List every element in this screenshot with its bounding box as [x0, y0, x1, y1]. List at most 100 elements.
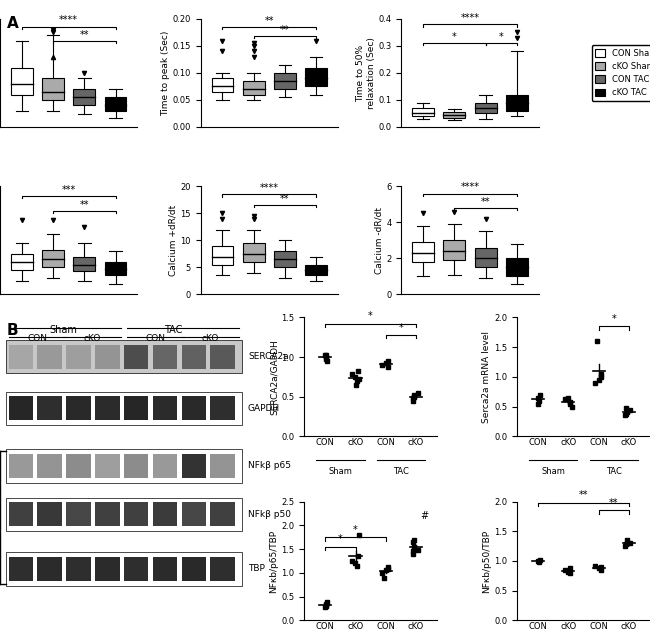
Bar: [95, 396, 120, 420]
Bar: [8, 557, 33, 581]
Bar: [8, 454, 33, 478]
Text: **: **: [609, 498, 618, 508]
Bar: [181, 454, 206, 478]
Text: SERCA2a: SERCA2a: [248, 353, 289, 361]
Bar: [11, 254, 32, 270]
Text: **: **: [265, 16, 274, 26]
Text: *: *: [612, 314, 616, 324]
Bar: [211, 454, 235, 478]
Bar: [42, 78, 64, 100]
Bar: [211, 396, 235, 420]
Bar: [124, 345, 148, 369]
Text: **: **: [280, 194, 290, 204]
Bar: [181, 502, 206, 527]
Bar: [38, 454, 62, 478]
Bar: [243, 81, 265, 94]
Bar: [124, 502, 148, 527]
Bar: [211, 345, 235, 369]
Text: Sham: Sham: [328, 467, 352, 476]
Text: A: A: [6, 16, 18, 31]
Bar: [124, 557, 148, 581]
Bar: [211, 246, 233, 265]
Text: Sham: Sham: [541, 467, 566, 476]
Bar: [38, 396, 62, 420]
Bar: [153, 454, 177, 478]
Text: #: #: [421, 511, 428, 521]
Text: **: **: [578, 491, 588, 500]
Bar: [306, 68, 327, 87]
Bar: [474, 248, 497, 267]
Y-axis label: NFκb/p50/TBP: NFκb/p50/TBP: [482, 529, 491, 592]
Bar: [274, 251, 296, 267]
Bar: [506, 258, 528, 277]
Text: ***: ***: [62, 185, 76, 195]
Bar: [73, 89, 95, 105]
Bar: [181, 557, 206, 581]
Text: *: *: [353, 525, 358, 535]
Bar: [95, 502, 120, 527]
Y-axis label: Time to peak (Sec): Time to peak (Sec): [161, 30, 170, 116]
Text: TAC: TAC: [393, 467, 409, 476]
Text: CON: CON: [146, 334, 166, 343]
Bar: [95, 454, 120, 478]
Text: **: **: [280, 25, 290, 35]
Y-axis label: Serca2a mRNA level: Serca2a mRNA level: [482, 331, 491, 423]
Text: NFkβ p65: NFkβ p65: [248, 461, 291, 470]
Bar: [8, 396, 33, 420]
Bar: [105, 262, 127, 275]
Text: *: *: [338, 534, 343, 544]
Text: *: *: [452, 32, 457, 42]
Bar: [66, 345, 91, 369]
Bar: [306, 265, 327, 275]
Bar: [38, 557, 62, 581]
Bar: [412, 108, 434, 116]
Text: **: **: [79, 199, 89, 210]
Text: CON: CON: [27, 334, 47, 343]
Bar: [474, 103, 497, 113]
Text: ****: ****: [260, 184, 279, 193]
Bar: [66, 557, 91, 581]
Bar: [8, 502, 33, 527]
Bar: [38, 345, 62, 369]
Y-axis label: Calcium +dR/dt: Calcium +dR/dt: [168, 204, 177, 276]
Bar: [443, 241, 465, 260]
Text: Sham: Sham: [49, 325, 77, 335]
Text: ****: ****: [460, 13, 480, 23]
Text: cKO: cKO: [202, 334, 219, 343]
Bar: [211, 502, 235, 527]
Text: *: *: [369, 311, 373, 322]
Text: *: *: [398, 322, 403, 332]
Text: GAPDH: GAPDH: [248, 404, 280, 413]
Bar: [73, 256, 95, 272]
Bar: [443, 112, 465, 118]
Bar: [105, 97, 127, 111]
Legend: CON Sham, cKO Sham, CON TAC, cKO TAC: CON Sham, cKO Sham, CON TAC, cKO TAC: [592, 46, 650, 101]
Bar: [506, 94, 528, 111]
Bar: [124, 396, 148, 420]
Text: NFkβ p50: NFkβ p50: [248, 510, 291, 519]
Text: *: *: [499, 32, 504, 42]
Text: **: **: [79, 30, 89, 39]
Bar: [8, 345, 33, 369]
Text: TAC: TAC: [164, 325, 182, 335]
Text: B: B: [6, 323, 18, 338]
Y-axis label: Time to 50%
relaxation (Sec): Time to 50% relaxation (Sec): [356, 37, 376, 109]
Text: ****: ****: [460, 182, 480, 192]
Bar: [66, 396, 91, 420]
Text: **: **: [481, 197, 490, 207]
Bar: [153, 396, 177, 420]
Text: ****: ****: [59, 15, 78, 25]
Bar: [211, 78, 233, 92]
Text: cKO: cKO: [84, 334, 101, 343]
Bar: [153, 345, 177, 369]
Bar: [274, 73, 296, 89]
Bar: [66, 502, 91, 527]
Bar: [95, 345, 120, 369]
Bar: [153, 557, 177, 581]
Bar: [95, 557, 120, 581]
Y-axis label: NFκb/p65/TBP: NFκb/p65/TBP: [270, 529, 278, 592]
Bar: [153, 502, 177, 527]
Bar: [211, 557, 235, 581]
Bar: [38, 502, 62, 527]
Text: TBP: TBP: [248, 565, 265, 573]
